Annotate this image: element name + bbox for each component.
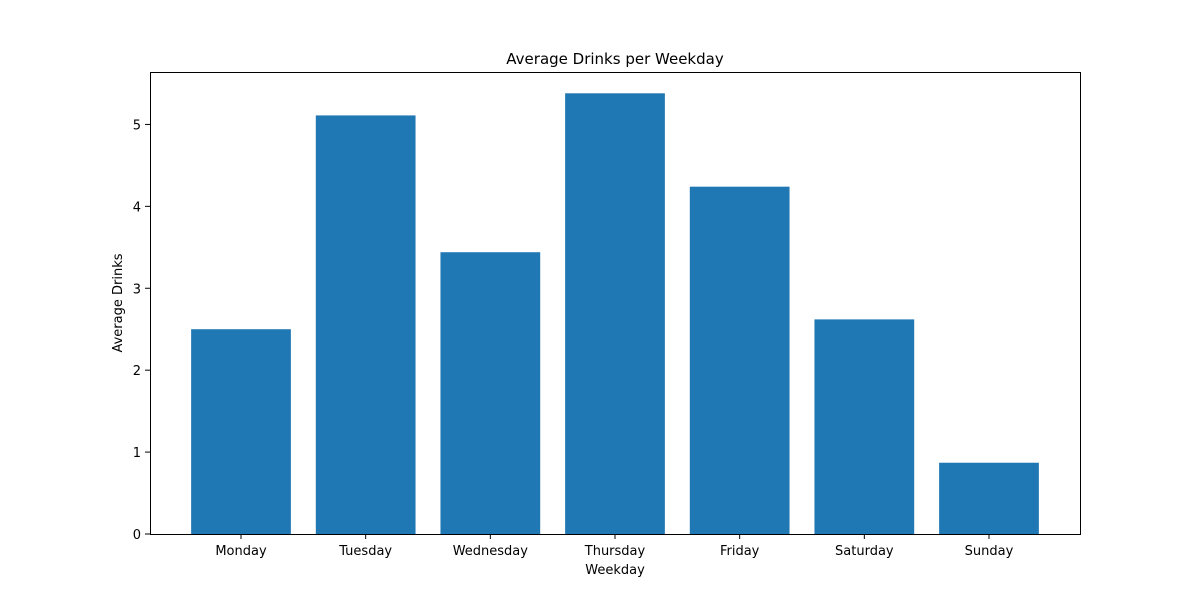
- x-tick-label: Sunday: [965, 544, 1014, 559]
- y-tick-label: 0: [133, 528, 141, 543]
- chart-title: Average Drinks per Weekday: [506, 50, 724, 68]
- y-tick-label: 5: [133, 118, 141, 133]
- x-tick-label: Thursday: [584, 544, 646, 559]
- y-axis-label: Average Drinks: [111, 253, 126, 352]
- bars-group: [191, 93, 1039, 535]
- y-tick-label: 3: [133, 282, 141, 297]
- y-tick-label: 4: [133, 200, 141, 215]
- bar-thursday: [565, 93, 665, 534]
- bar-tuesday: [315, 115, 416, 535]
- bar-monday: [191, 329, 291, 534]
- x-tick-label: Monday: [215, 544, 267, 559]
- y-tick-label: 2: [133, 364, 141, 379]
- y-tick-label: 1: [133, 446, 141, 461]
- x-axis-ticks: Monday Tuesday Wednesday Thursday Friday Satu…: [215, 534, 1014, 559]
- x-axis-label: Weekday: [585, 563, 645, 578]
- bar-sunday: [939, 462, 1039, 534]
- x-tick-label: Friday: [720, 544, 760, 559]
- bar-wednesday: [440, 252, 541, 534]
- bar-saturday: [814, 319, 915, 534]
- x-tick-label: Wednesday: [453, 544, 529, 559]
- x-tick-label: Saturday: [835, 544, 894, 559]
- plot-frame: [150, 72, 1081, 535]
- x-tick-label: Tuesday: [338, 544, 392, 559]
- bar-friday: [689, 186, 790, 534]
- y-axis-ticks: 0 1 2 3 4 5: [133, 118, 150, 543]
